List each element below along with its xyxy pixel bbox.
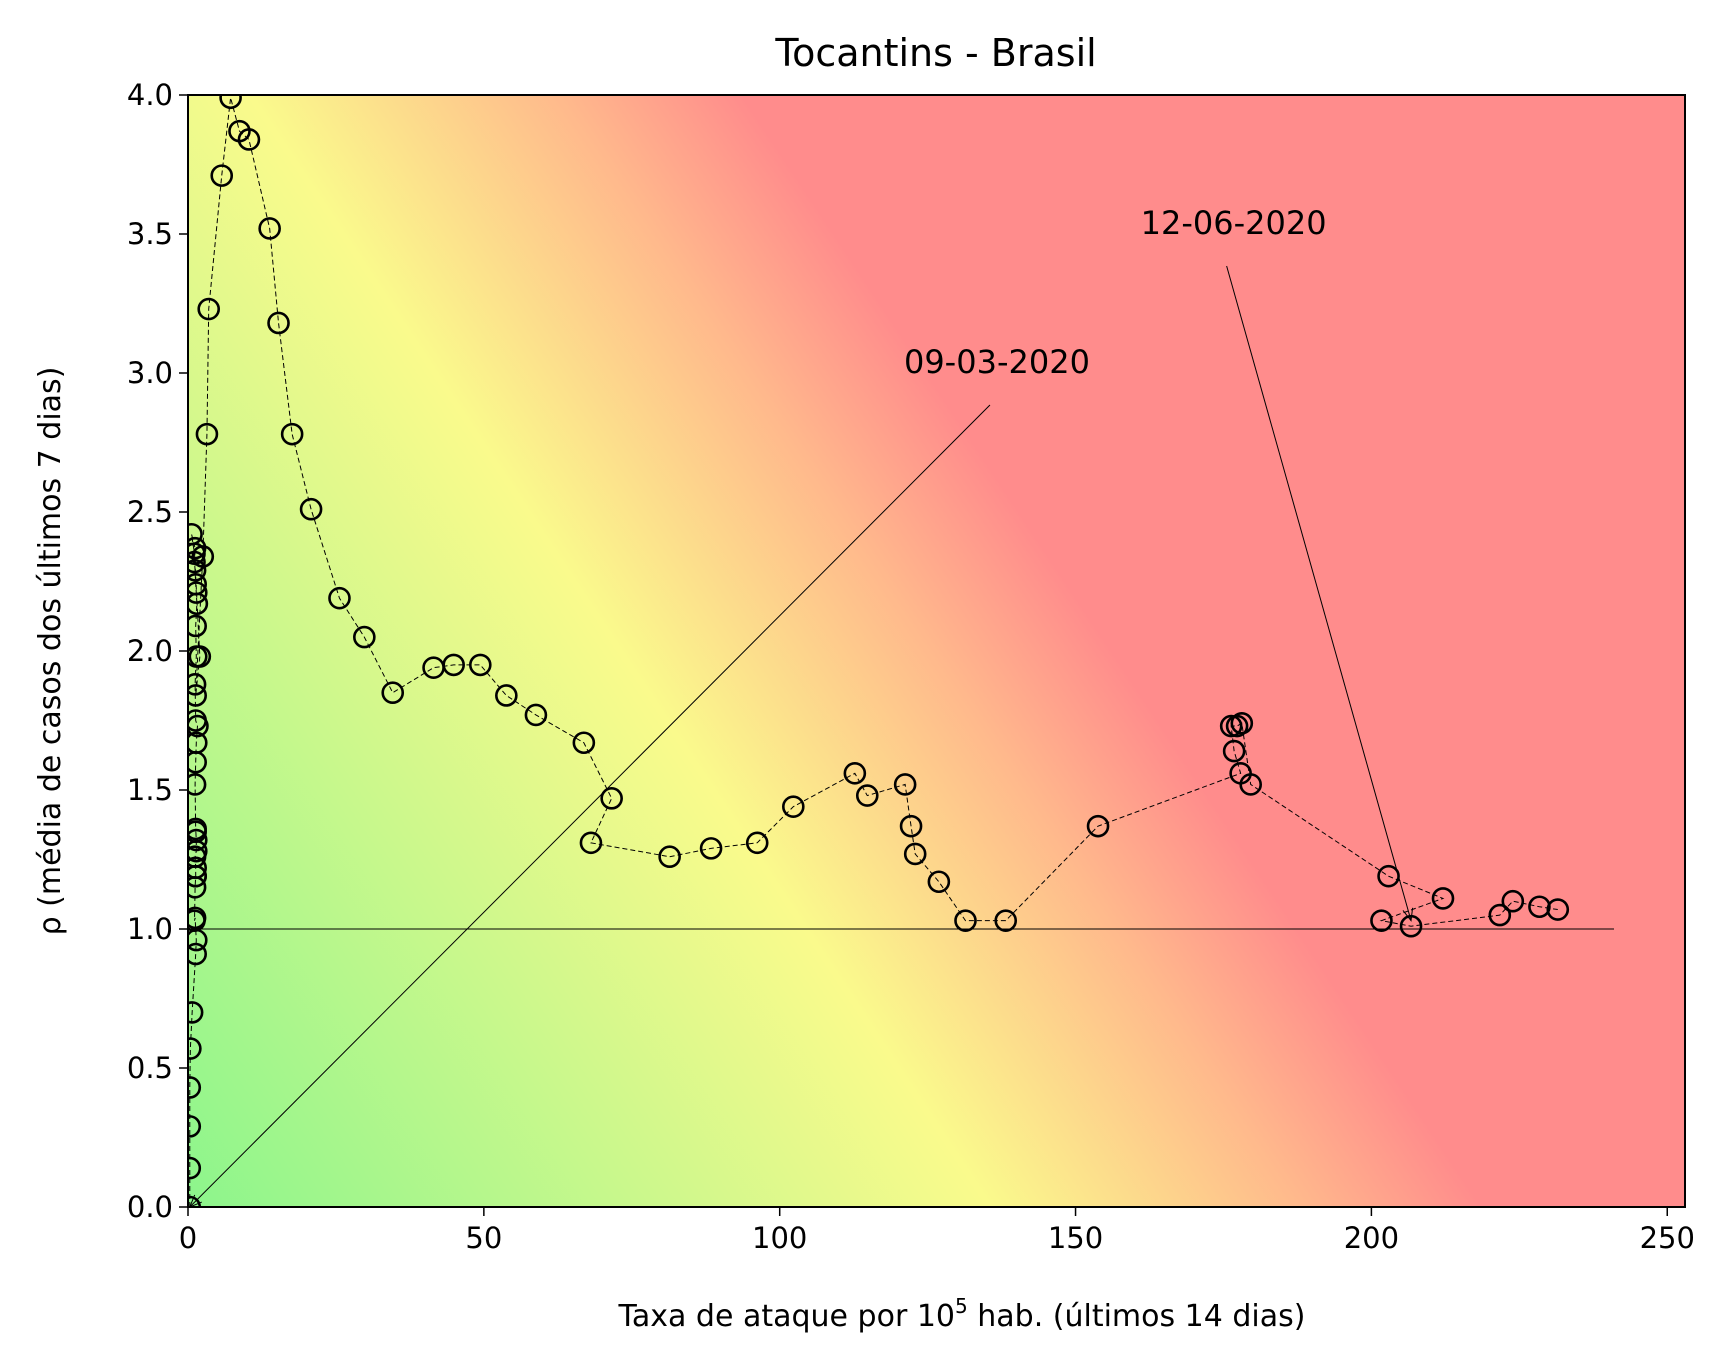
data-point	[1370, 909, 1393, 932]
data-point	[195, 422, 219, 446]
data-point	[188, 731, 208, 755]
y-tick-label: 0.5	[127, 1051, 173, 1085]
data-point	[188, 1037, 202, 1060]
data-point	[299, 497, 323, 521]
y-axis-label: ρ (média de casos dos últimos 7 dias)	[33, 367, 68, 936]
data-point	[188, 909, 206, 932]
data-point	[258, 217, 281, 240]
data-point	[188, 1115, 202, 1138]
data-point	[188, 1195, 202, 1207]
data-point	[954, 909, 977, 932]
data-point	[280, 422, 304, 446]
data-point	[188, 559, 207, 582]
x-tick-label: 50	[465, 1221, 502, 1255]
data-point	[1488, 903, 1512, 927]
data-point	[188, 1156, 202, 1180]
data-point	[579, 831, 603, 855]
data-point	[188, 572, 207, 596]
y-tick-label: 2.5	[127, 495, 173, 529]
data-point	[1230, 711, 1254, 735]
chart-title: Tocantins - Brasil	[774, 31, 1096, 75]
data-point	[191, 545, 215, 568]
y-tick-label: 2.0	[127, 634, 173, 668]
data-point	[600, 787, 623, 810]
data-point	[495, 684, 518, 707]
data-point	[1377, 864, 1400, 888]
y-tick-label: 1.5	[127, 773, 173, 807]
y-tick-label: 3.0	[127, 356, 173, 390]
x-axis-label-prefix: Taxa de ataque por 10	[618, 1299, 955, 1334]
data-point	[188, 942, 207, 966]
data-point	[893, 773, 917, 796]
x-axis-label: Taxa de ataque por 105 hab. (últimos 14 …	[618, 1294, 1306, 1334]
x-tick-label: 0	[179, 1221, 197, 1255]
data-point	[188, 614, 207, 638]
data-point	[188, 820, 207, 843]
data-point	[188, 1076, 202, 1099]
data-point	[1219, 714, 1243, 738]
data-point	[328, 586, 351, 610]
data-point	[903, 842, 927, 866]
data-point	[572, 731, 596, 755]
data-point	[442, 653, 465, 677]
data-point	[745, 831, 769, 855]
annotation-label-1: 09-03-2020	[904, 343, 1090, 381]
data-point	[210, 164, 234, 187]
data-point	[1222, 739, 1246, 763]
x-tick-label: 150	[1048, 1221, 1103, 1255]
annotation-label-2: 12-06-2020	[1141, 204, 1327, 242]
annotation-arrow-2	[1226, 265, 1412, 921]
data-point	[188, 536, 207, 560]
plot-area	[188, 95, 1614, 1207]
data-point	[1086, 814, 1110, 838]
x-tick-label: 200	[1344, 1221, 1399, 1255]
data-point	[188, 828, 208, 852]
data-point	[843, 762, 867, 785]
data-point	[927, 870, 951, 894]
data-point	[353, 625, 376, 649]
data-point	[237, 128, 261, 151]
y-tick-label: 4.0	[127, 78, 173, 112]
data-point	[1501, 889, 1525, 913]
x-axis-label-exponent: 5	[955, 1294, 968, 1318]
data-point	[699, 837, 723, 860]
data-point	[267, 311, 290, 335]
data-point	[782, 795, 805, 818]
data-point	[188, 645, 212, 668]
y-tick-label: 0.0	[127, 1190, 173, 1224]
data-point	[188, 673, 207, 696]
data-point	[188, 773, 207, 796]
annotation-arrow-1	[189, 404, 991, 1207]
data-point	[524, 703, 548, 727]
data-point	[188, 709, 207, 732]
data-point	[188, 714, 209, 738]
annotation-arrowhead-1	[189, 1194, 202, 1207]
data-point	[1431, 887, 1455, 910]
y-tick-label: 1.0	[127, 912, 173, 946]
axes: 09-03-2020 12-06-2020 0 50 100 150 200 250 0.0 0.…	[127, 78, 1695, 1255]
data-point	[1399, 914, 1423, 938]
x-tick-label: 250	[1640, 1221, 1695, 1255]
data-point	[1546, 898, 1570, 921]
x-axis-label-suffix: hab. (últimos 14 dias)	[968, 1299, 1306, 1334]
data-point	[658, 845, 681, 869]
data-point	[1239, 773, 1262, 796]
plot-background	[188, 95, 1685, 1207]
data-point	[1225, 714, 1249, 738]
y-tick-label: 3.5	[127, 217, 173, 251]
data-point	[855, 784, 879, 807]
data-point	[219, 95, 242, 110]
data-point	[899, 814, 923, 838]
annotation-arrowhead-2	[1402, 907, 1414, 922]
data-point	[381, 681, 405, 705]
data-point	[188, 856, 207, 880]
x-tick-label: 100	[752, 1221, 807, 1255]
data-point	[994, 909, 1018, 932]
data-point	[188, 1001, 204, 1024]
data-point	[188, 684, 207, 707]
data-point	[188, 581, 208, 604]
data-point	[197, 297, 221, 321]
data-point	[468, 653, 492, 677]
